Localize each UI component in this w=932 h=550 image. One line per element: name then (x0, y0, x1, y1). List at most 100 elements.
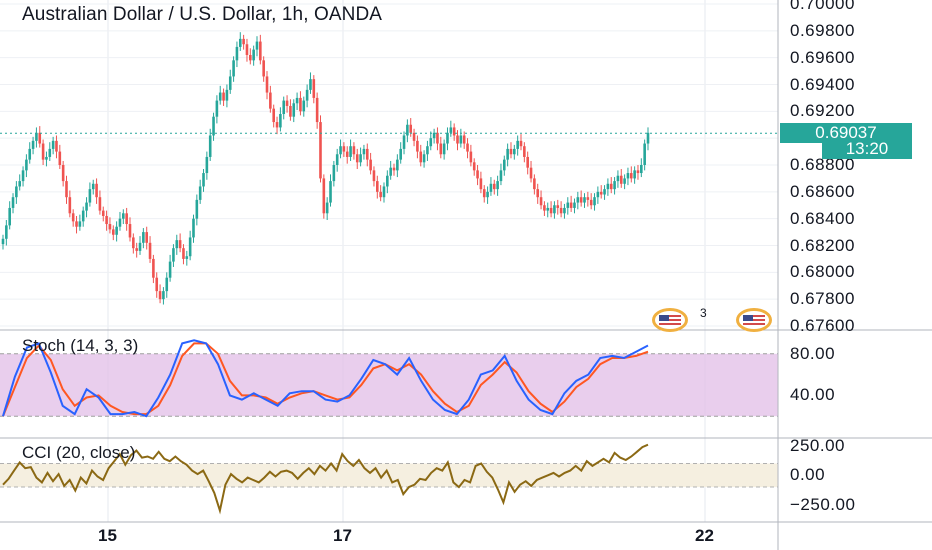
price-candle (523, 142, 526, 163)
us-flag-icon[interactable] (736, 308, 772, 332)
candle-body (402, 135, 406, 149)
price-candle (115, 221, 118, 242)
date-tick-label: 22 (695, 526, 714, 545)
candle-body (633, 170, 636, 179)
candle-body (352, 146, 356, 155)
candle-body (456, 135, 459, 144)
candle-body (128, 224, 132, 238)
price-candle (402, 131, 406, 155)
price-candle (265, 71, 269, 100)
price-candle (382, 182, 386, 203)
candle-body (583, 197, 586, 203)
candle-body (319, 122, 322, 179)
price-tick-label: 0.67800 (790, 289, 855, 309)
price-candle (352, 142, 356, 160)
candle-body (192, 218, 195, 238)
candle-body (152, 258, 155, 278)
price-candle (148, 236, 152, 263)
price-candle (95, 178, 98, 204)
price-candle (145, 226, 149, 250)
candle-body (506, 148, 509, 160)
price-candle (472, 158, 476, 176)
candle-body (249, 54, 252, 61)
candle-body (132, 237, 135, 249)
price-candle (35, 127, 38, 148)
candle-body (185, 256, 189, 259)
candle-body (513, 148, 516, 155)
price-candle (205, 151, 209, 180)
price-candle (419, 144, 423, 167)
candle-body (15, 186, 18, 198)
price-candle (91, 179, 95, 195)
candle-body (442, 143, 446, 155)
candle-body (619, 175, 623, 184)
cci-line (2, 443, 649, 515)
price-candle (138, 236, 142, 255)
price-candle (359, 147, 362, 167)
price-candle (142, 228, 145, 249)
candle-body (406, 124, 409, 136)
date-tick-label: 15 (98, 526, 117, 545)
price-candle (549, 201, 553, 218)
price-candle (586, 191, 590, 207)
price-candle (439, 136, 443, 159)
candle-body (589, 199, 593, 206)
price-tick-label: 0.69200 (790, 101, 855, 121)
candle-body (115, 226, 118, 235)
candle-body (41, 143, 45, 160)
price-candle (132, 233, 135, 254)
price-candle (576, 191, 580, 210)
stoch-tick-label: 80.00 (790, 343, 836, 363)
price-candle (563, 203, 566, 219)
candle-body (259, 41, 262, 61)
price-candle (75, 215, 78, 234)
candle-body (78, 221, 82, 227)
stoch-k-line (2, 339, 649, 418)
candle-body (573, 202, 576, 208)
us-flag-icon[interactable] (652, 308, 688, 332)
candle-body (329, 181, 332, 203)
price-candle (128, 217, 132, 242)
price-candle (422, 150, 426, 168)
candle-body (11, 197, 15, 208)
price-candle (556, 199, 560, 215)
candle-body (386, 175, 389, 187)
candle-body (446, 132, 449, 144)
candle-body (25, 159, 28, 171)
candle-body (305, 89, 309, 101)
price-candle (1, 234, 5, 250)
candle-body (369, 159, 372, 171)
price-candle (616, 170, 620, 188)
stoch-band (0, 353, 778, 417)
price-candle (633, 166, 636, 184)
price-candle (546, 202, 550, 218)
candle-body (218, 92, 222, 101)
price-tick-label: 0.69600 (790, 47, 855, 67)
price-candle (48, 142, 52, 161)
candle-body (279, 114, 282, 128)
candle-body (175, 240, 179, 249)
candle-body (345, 151, 349, 157)
candle-body (476, 170, 479, 179)
price-candle (15, 181, 18, 204)
candle-body (523, 146, 526, 157)
price-candle (345, 146, 349, 164)
candle-body (292, 103, 296, 117)
candle-body (623, 178, 626, 184)
candle-body (489, 183, 493, 192)
candle-body (228, 76, 232, 90)
candle-body (432, 132, 436, 139)
price-candle (629, 166, 633, 183)
price-candle (158, 284, 162, 304)
candle-body (1, 238, 5, 245)
candle-body (379, 191, 382, 198)
price-tick-label: 0.69400 (790, 74, 855, 94)
candle-body (553, 205, 556, 214)
price-candle (118, 211, 122, 231)
cci-indicator-label[interactable]: CCI (20, close) (22, 443, 136, 462)
price-candle (593, 193, 596, 211)
price-candle (25, 154, 28, 178)
stoch-indicator-label[interactable]: Stoch (14, 3, 3) (22, 336, 139, 355)
price-tick-label: 0.68800 (790, 155, 855, 174)
